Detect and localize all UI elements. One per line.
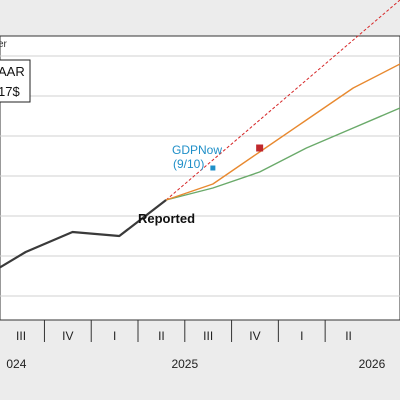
grid-lines bbox=[0, 55, 400, 297]
legend-box bbox=[0, 59, 31, 103]
x-tick-label-6: I bbox=[300, 329, 303, 343]
series-line-1 bbox=[165, 63, 400, 201]
gdpnow-date-label: (9/10) bbox=[173, 157, 204, 171]
plot-area bbox=[0, 35, 400, 321]
reported-label: Reported bbox=[138, 211, 195, 226]
x-tick-label-7: II bbox=[345, 329, 352, 343]
series-line-3 bbox=[165, 0, 400, 201]
year-label-1: 2025 bbox=[171, 357, 198, 371]
box-line-2: 17$ bbox=[0, 84, 20, 99]
marker-layer bbox=[210, 144, 264, 171]
year-label-2: 2026 bbox=[359, 357, 386, 371]
x-tick-label-2: I bbox=[113, 329, 116, 343]
top-left-fragment: er bbox=[0, 39, 8, 50]
x-tick-label-4: III bbox=[203, 329, 213, 343]
series-line-0 bbox=[0, 199, 167, 269]
box-line-1: AAR bbox=[0, 64, 25, 79]
x-tick-label-5: IV bbox=[249, 329, 260, 343]
x-tick-label-0: III bbox=[16, 329, 26, 343]
gdpnow-marker bbox=[210, 165, 216, 171]
year-label-0: 024 bbox=[6, 357, 26, 371]
x-tick-label-3: II bbox=[158, 329, 165, 343]
gdpnow-label: GDPNow bbox=[172, 143, 222, 157]
series-layer bbox=[0, 0, 400, 269]
series-line-2 bbox=[165, 107, 400, 201]
x-tick-label-1: IV bbox=[62, 329, 73, 343]
red-marker bbox=[256, 144, 264, 152]
